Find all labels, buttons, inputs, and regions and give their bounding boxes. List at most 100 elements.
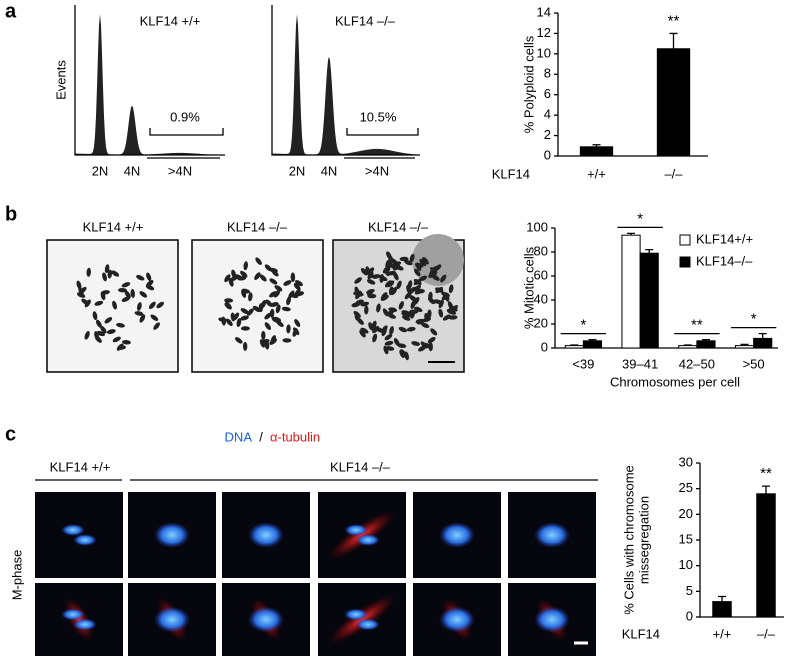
chromosome <box>121 340 131 345</box>
chromosome <box>121 282 131 288</box>
karyotype-image <box>46 239 179 373</box>
chromosome <box>420 322 430 329</box>
chromosome <box>449 305 458 312</box>
y-tick-label: 60 <box>534 267 548 282</box>
chromosome <box>419 258 427 267</box>
bar <box>564 345 584 349</box>
y-tick-label: 20 <box>534 315 548 330</box>
chromatin <box>248 522 284 548</box>
chromosome <box>100 325 107 334</box>
x-tick-label: <39 <box>572 356 594 371</box>
chromatin <box>154 522 190 548</box>
chromatin <box>439 606 475 633</box>
legend-label: KLF14–/– <box>696 253 753 268</box>
bar <box>756 493 776 618</box>
x-tick-label: –/– <box>757 626 776 641</box>
error-bar <box>645 248 654 254</box>
chromosome <box>422 257 429 265</box>
chromosome <box>367 271 374 280</box>
y-tick-label: 25 <box>679 480 693 495</box>
chromosome <box>404 351 410 361</box>
gate-bracket <box>149 128 224 136</box>
chromosome <box>376 303 381 313</box>
chromosome <box>228 278 234 287</box>
chromosome <box>146 272 152 282</box>
significance: * <box>580 317 586 334</box>
y-tick-label: 40 <box>534 291 548 306</box>
panel-label: c <box>5 423 16 445</box>
x-tick-label: 39–41 <box>622 356 658 371</box>
axis <box>271 5 420 156</box>
error-bar <box>669 32 678 49</box>
chromosome <box>240 326 250 331</box>
chromosome <box>274 285 283 292</box>
error-bar <box>683 344 692 346</box>
chromosome <box>405 312 415 318</box>
chromatin <box>154 606 190 633</box>
error-bar <box>592 144 601 147</box>
x-tick-label: 42–50 <box>679 356 715 371</box>
chromosome <box>271 269 279 277</box>
error-bar <box>701 338 710 341</box>
chromosome <box>366 293 376 298</box>
chromosome <box>116 343 124 351</box>
y-tick-label: 4 <box>544 107 551 122</box>
flow-label: >4N <box>168 163 192 178</box>
chromosome <box>282 338 292 343</box>
karyotype-title: KLF14 +/+ <box>83 219 144 234</box>
chromosome <box>146 280 154 287</box>
flow-title: KLF14 +/+ <box>140 13 201 28</box>
chromosome <box>294 280 303 287</box>
chromosome <box>396 280 402 290</box>
chromosome <box>234 337 243 344</box>
x-axis-label: KLF14 <box>622 626 660 641</box>
chromosome <box>399 349 405 359</box>
flow-percent: 10.5% <box>360 109 397 124</box>
chromosome <box>375 327 384 333</box>
chromosome <box>414 268 421 277</box>
chromosome <box>95 319 102 328</box>
chromosome <box>448 284 454 294</box>
chromosome <box>118 288 128 293</box>
gate-bracket <box>346 128 419 136</box>
chromosome <box>410 295 418 303</box>
flow-ylabel: Events <box>53 60 68 100</box>
y-axis-label: % Polyploid cells <box>521 35 536 133</box>
flow-label: >4N <box>365 163 389 178</box>
chromosome <box>273 289 281 298</box>
y-axis-label: % Cells with chromosome <box>621 465 636 615</box>
chromosome <box>371 274 381 279</box>
chromosome <box>276 320 284 327</box>
chromosome <box>111 270 120 277</box>
chromosome <box>398 326 408 333</box>
y-axis-label: % Mitotic cells <box>521 246 536 329</box>
chromosome <box>134 311 144 316</box>
chromosome <box>106 329 116 334</box>
bar <box>582 340 603 349</box>
panel-label: a <box>5 0 17 22</box>
chromosome <box>386 309 395 316</box>
flow-label: 2N <box>92 163 109 178</box>
chromosome <box>116 322 125 328</box>
chromatin <box>534 522 570 548</box>
chromosome <box>430 328 438 336</box>
x-tick-label: >50 <box>743 356 765 371</box>
chromosome <box>440 274 447 283</box>
bar <box>639 252 659 349</box>
cell-nucleus <box>412 234 464 286</box>
bar <box>734 345 755 349</box>
flow-label: 4N <box>321 163 338 178</box>
y-tick-label: 100 <box>526 219 548 234</box>
chromosome <box>364 305 369 315</box>
chromosome <box>224 298 234 303</box>
legend-label: KLF14+/+ <box>696 231 753 246</box>
chromatin <box>356 618 380 631</box>
chromosome <box>264 340 270 350</box>
y-tick-label: 8 <box>544 66 551 81</box>
chromosome <box>379 275 388 282</box>
axis <box>74 5 225 156</box>
chromosome <box>233 312 240 321</box>
chromosome <box>272 316 282 322</box>
chromosome <box>389 326 394 335</box>
chromosome <box>354 277 362 284</box>
